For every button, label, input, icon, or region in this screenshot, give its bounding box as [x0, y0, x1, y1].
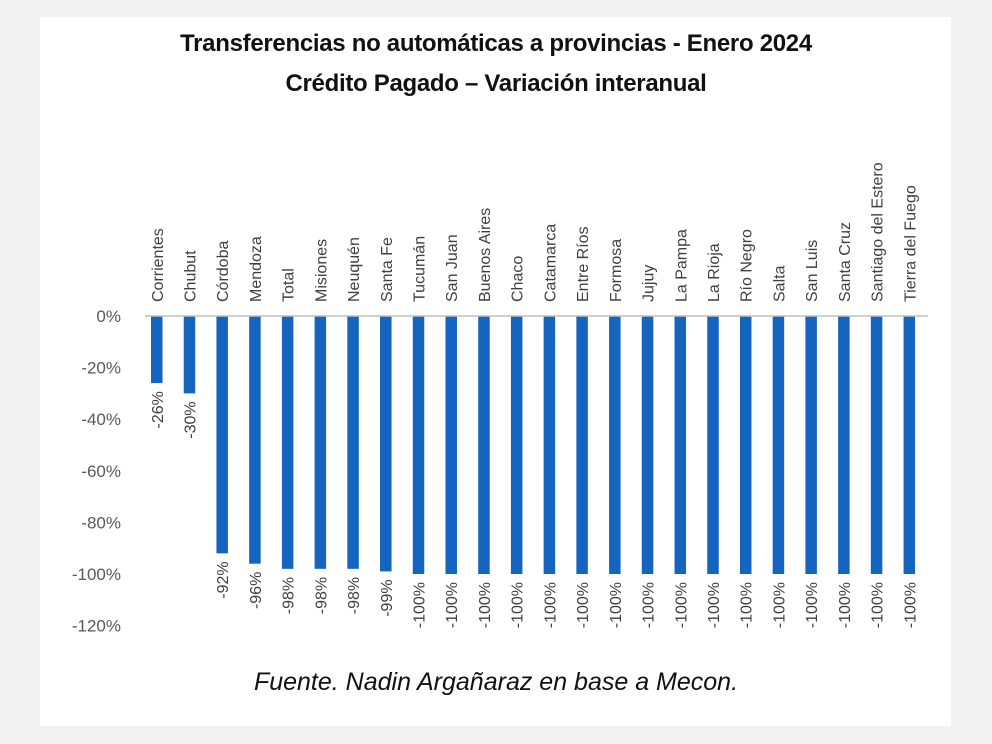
chart-title: Transferencias no automáticas a provinci… — [180, 30, 812, 57]
data-label: -100% — [444, 582, 461, 628]
category-label: Tierra del Fuego — [902, 185, 919, 302]
bar — [412, 316, 425, 574]
data-label: -26% — [150, 391, 167, 428]
category-label: Chaco — [510, 256, 527, 302]
data-label: -100% — [412, 582, 429, 628]
data-label: -100% — [870, 582, 887, 628]
bar — [249, 316, 261, 564]
category-label: Formosa — [608, 239, 625, 302]
bar — [380, 316, 392, 572]
data-label: -92% — [215, 561, 232, 598]
category-label: Santa Cruz — [837, 222, 854, 302]
data-label: -100% — [902, 582, 919, 628]
chart-subtitle: Crédito Pagado – Variación interanual — [285, 70, 707, 97]
category-label: La Pampa — [673, 229, 690, 302]
data-label: -30% — [182, 401, 199, 438]
y-tick-label: -40% — [81, 410, 121, 429]
data-label: -100% — [510, 582, 527, 628]
bar — [576, 316, 588, 574]
category-label: Río Negro — [739, 229, 756, 302]
category-label: Misiones — [313, 239, 330, 302]
bar — [707, 316, 719, 574]
category-label: Córdoba — [215, 241, 232, 302]
category-labels: Corrientes Chubut Córdoba Mendoza Total Misio… — [150, 162, 920, 302]
category-label: Chubut — [182, 250, 199, 302]
data-label: -100% — [575, 582, 592, 628]
data-label: -100% — [706, 582, 723, 628]
bar — [478, 316, 490, 574]
category-label: Neuquén — [346, 237, 363, 302]
category-label: Catamarca — [542, 224, 559, 302]
category-label: Mendoza — [248, 236, 265, 302]
data-label: -100% — [837, 582, 854, 628]
bar — [838, 316, 850, 574]
data-label: -98% — [313, 577, 330, 614]
category-label: Salta — [771, 265, 788, 302]
data-label: -99% — [379, 579, 396, 616]
y-tick-label: -20% — [81, 359, 121, 378]
bar — [314, 316, 327, 569]
category-label: Buenos Aires — [477, 208, 494, 302]
data-label: -100% — [608, 582, 625, 628]
bar — [674, 316, 687, 574]
bar — [903, 316, 916, 574]
category-label: Santa Fe — [379, 237, 396, 302]
source-note: Fuente. Nadin Argañaraz en base a Mecon. — [253, 668, 739, 696]
data-label: -100% — [477, 582, 494, 628]
category-label: Total — [281, 268, 298, 302]
data-label: -98% — [346, 577, 363, 614]
bar — [347, 316, 359, 569]
bar — [445, 316, 457, 574]
data-label: -100% — [641, 582, 658, 628]
bar — [609, 316, 621, 574]
category-label: Entre Ríos — [575, 226, 592, 302]
data-label: -100% — [804, 582, 821, 628]
bar — [805, 316, 817, 574]
category-label: La Rioja — [706, 243, 723, 302]
bar — [870, 316, 883, 574]
bar — [510, 316, 523, 574]
data-label: -100% — [542, 582, 559, 628]
data-label: -96% — [248, 572, 265, 609]
bar — [183, 316, 196, 394]
y-tick-label: -80% — [81, 513, 121, 532]
y-axis: 0% -20% -40% -60% -80% -100% -120% — [72, 307, 121, 636]
y-tick-label: -120% — [72, 617, 121, 636]
category-label: San Juan — [444, 234, 461, 302]
data-labels: -26% -30% -92% -96% -98% -98% -98% -99% -100% -10… — [150, 391, 920, 628]
data-label: -100% — [739, 582, 756, 628]
bar — [772, 316, 785, 574]
category-label: Corrientes — [150, 228, 167, 302]
y-tick-label: -100% — [72, 565, 121, 584]
data-label: -100% — [673, 582, 690, 628]
category-label: San Luis — [804, 240, 821, 302]
data-label: -100% — [771, 582, 788, 628]
bars — [151, 316, 916, 574]
category-label: Santiago del Estero — [870, 162, 887, 302]
data-label: -98% — [281, 577, 298, 614]
category-label: Jujuy — [641, 265, 658, 302]
bar — [216, 316, 228, 554]
y-tick-label: 0% — [96, 307, 121, 326]
y-tick-label: -60% — [81, 462, 121, 481]
bar — [281, 316, 294, 569]
category-label: Tucumán — [412, 236, 429, 302]
bar — [151, 316, 163, 384]
bar — [739, 316, 752, 574]
bar — [641, 316, 654, 574]
bar — [543, 316, 556, 574]
